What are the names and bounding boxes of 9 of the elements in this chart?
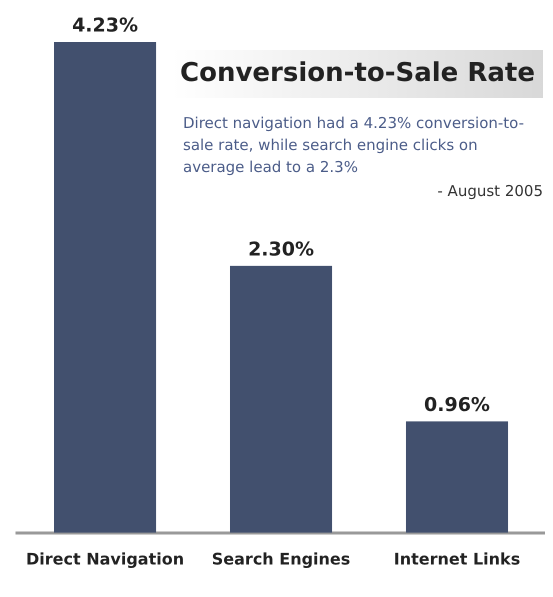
- x-tick-label: Search Engines: [212, 550, 350, 569]
- x-tick-label: Internet Links: [394, 550, 520, 569]
- data-label: 0.96%: [424, 394, 490, 416]
- text: Conversion-to-Sale Rate: [180, 58, 535, 88]
- data-label: 2.30%: [248, 238, 314, 260]
- x-tick-label: Direct Navigation: [26, 550, 184, 569]
- annotation: Direct navigation had a 4.23% conversion-to-sale rate, while search engine clicks on average lead to a 2.3%: [183, 113, 526, 178]
- annotation: - August 2005: [436, 181, 543, 202]
- data-label: 4.23%: [72, 14, 138, 36]
